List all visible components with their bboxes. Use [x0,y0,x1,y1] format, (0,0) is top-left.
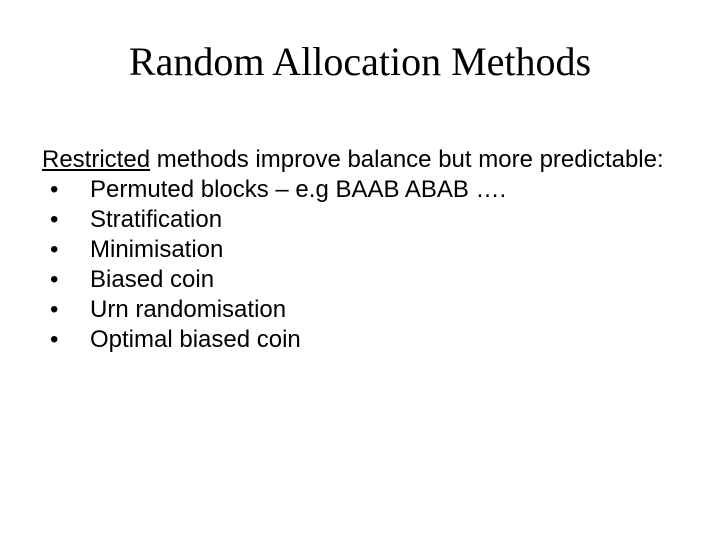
list-item: Minimisation [42,235,680,265]
list-item: Stratification [42,205,680,235]
slide-title: Random Allocation Methods [40,38,680,85]
bullet-list: Permuted blocks – e.g BAAB ABAB …. Strat… [42,175,680,355]
intro-text: Restricted methods improve balance but m… [42,145,680,175]
intro-underlined: Restricted [42,146,150,173]
slide: Random Allocation Methods Restricted met… [0,0,720,540]
list-item: Biased coin [42,265,680,295]
list-item: Urn randomisation [42,295,680,325]
intro-rest: methods improve balance but more predict… [150,146,664,173]
list-item: Permuted blocks – e.g BAAB ABAB …. [42,175,680,205]
slide-body: Restricted methods improve balance but m… [40,145,680,355]
list-item: Optimal biased coin [42,325,680,355]
